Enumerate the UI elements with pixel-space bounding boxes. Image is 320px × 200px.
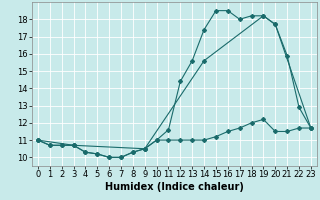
- X-axis label: Humidex (Indice chaleur): Humidex (Indice chaleur): [105, 182, 244, 192]
